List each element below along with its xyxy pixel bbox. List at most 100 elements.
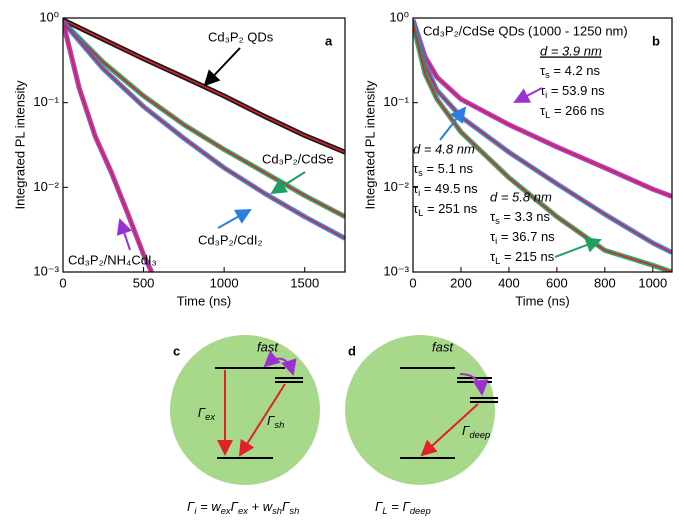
axes-frame xyxy=(412,17,673,273)
text-part: Γ xyxy=(198,405,206,420)
pointer-arrow xyxy=(116,218,133,251)
text-part: τ xyxy=(540,103,546,118)
x-tick-label: 600 xyxy=(546,275,568,290)
rate-label: Γex​ xyxy=(198,405,216,422)
pointer-arrow xyxy=(513,87,543,103)
level xyxy=(238,383,286,457)
x-axis-label: Time (ns) xyxy=(515,293,569,308)
fast-transfer xyxy=(459,373,489,396)
decay-fit xyxy=(63,21,345,218)
text-part: Γ xyxy=(462,423,470,438)
text-part: = 5.1 ns xyxy=(423,161,474,176)
x-tick-label: 1500 xyxy=(290,275,319,290)
text-part: = 49.5 ns xyxy=(420,181,478,196)
x-tick-label: 400 xyxy=(498,275,520,290)
subscript: sh xyxy=(289,506,299,516)
y-tick-label: 10⁻² xyxy=(383,179,409,194)
panel-title: Cd₃P₂/CdSe QDs (1000 - 1250 nm) xyxy=(423,23,628,38)
text-part: Γ xyxy=(267,413,275,428)
x-tick-label: 800 xyxy=(594,275,616,290)
y-tick-label: 10⁰ xyxy=(389,9,409,24)
level xyxy=(420,403,479,457)
panel-label: b xyxy=(652,33,660,48)
text-part: Γ xyxy=(282,499,290,514)
x-tick-label: 0 xyxy=(409,275,416,290)
series-parameter: τs​ = 3.3 ns xyxy=(490,209,551,226)
subscript: ex xyxy=(238,506,248,516)
rate-label: Γsh​ xyxy=(267,413,284,430)
subscript: ex xyxy=(205,412,215,422)
x-tick-label: 200 xyxy=(450,275,472,290)
panel-label: c xyxy=(173,343,180,358)
decay-data xyxy=(63,20,345,219)
y-tick-label: 10⁻³ xyxy=(33,263,59,278)
series-parameter: τi​ = 36.7 ns xyxy=(490,229,555,246)
text-part: = 3.3 ns xyxy=(500,209,551,224)
subscript: L xyxy=(382,506,387,516)
text-part: = Γ xyxy=(388,499,411,514)
text-part: = 266 ns xyxy=(550,103,604,118)
subscript: deep xyxy=(410,506,431,516)
series-parameter: τL​ = 266 ns xyxy=(540,103,605,120)
pointer-arrow xyxy=(217,209,252,229)
text-part: Γ xyxy=(375,499,383,514)
decay-fit xyxy=(413,21,672,254)
decay-fit xyxy=(413,23,672,272)
text-part: = 251 ns xyxy=(423,201,477,216)
y-axis-label: Integrated PL intensity xyxy=(12,80,27,209)
y-tick-label: 10⁰ xyxy=(39,9,59,24)
series-label: d = 3.9 nm xyxy=(540,43,602,58)
plot-area xyxy=(63,18,345,272)
x-tick-label: 500 xyxy=(133,275,155,290)
text-part: τ xyxy=(413,161,419,176)
x-tick-label: 1000 xyxy=(638,275,667,290)
text-part: + w xyxy=(248,499,274,514)
series-parameter: τi​ = 53.9 ns xyxy=(540,83,605,100)
subscript: deep xyxy=(469,430,490,440)
fast-label: fast xyxy=(257,339,279,354)
subscript: i xyxy=(495,236,497,246)
series-label: Cd₃P₂ QDs xyxy=(208,29,274,44)
subscript: s xyxy=(495,216,500,226)
subscript: L xyxy=(418,208,423,218)
equation: Γi​ = wex​Γex​ + wsh​Γsh​ xyxy=(187,499,299,516)
text-part: Γ xyxy=(187,499,195,514)
text-part: τ xyxy=(413,201,419,216)
x-tick-label: 0 xyxy=(59,275,66,290)
x-tick-label: 1000 xyxy=(210,275,239,290)
decay-fit xyxy=(63,19,345,153)
text-part: τ xyxy=(540,63,546,78)
series-label: d = 4.8 nm xyxy=(413,141,475,156)
particle xyxy=(345,335,495,485)
subscript: sh xyxy=(272,506,282,516)
series-label: Cd₃P₂/CdI₂ xyxy=(198,232,263,247)
decay-fit xyxy=(63,21,345,240)
series-parameter: τi​ = 49.5 ns xyxy=(413,181,478,198)
pointer-arrow xyxy=(554,237,602,258)
subscript: L xyxy=(495,256,500,266)
text-part: τ xyxy=(540,83,546,98)
subscript: i xyxy=(194,506,197,516)
equation: ΓL​ = Γdeep​ xyxy=(375,499,431,516)
pointer-arrow xyxy=(439,106,467,141)
plot-area xyxy=(413,19,672,272)
subscript: ex xyxy=(221,506,231,516)
text-part: τ xyxy=(490,209,496,224)
series-label: Cd₃P₂/CdSe xyxy=(262,151,334,166)
rate-label: Γdeep​ xyxy=(462,423,490,440)
panel-label: a xyxy=(325,33,333,48)
pointer-arrow xyxy=(270,171,306,195)
text-part: τ xyxy=(490,229,496,244)
fast-transfer xyxy=(263,350,297,376)
series-label: d = 5.8 nm xyxy=(490,189,552,204)
text-part: = 4.2 ns xyxy=(550,63,601,78)
pointer-arrow xyxy=(203,47,241,87)
subscript: s xyxy=(418,168,423,178)
subscript: i xyxy=(545,90,547,100)
text-part: τ xyxy=(490,249,496,264)
series-parameter: τL​ = 251 ns xyxy=(413,201,478,218)
text-part: τ xyxy=(413,181,419,196)
decay-fit xyxy=(63,21,153,272)
series-parameter: τs​ = 4.2 ns xyxy=(540,63,601,80)
y-axis-label: Integrated PL intensity xyxy=(362,80,377,209)
